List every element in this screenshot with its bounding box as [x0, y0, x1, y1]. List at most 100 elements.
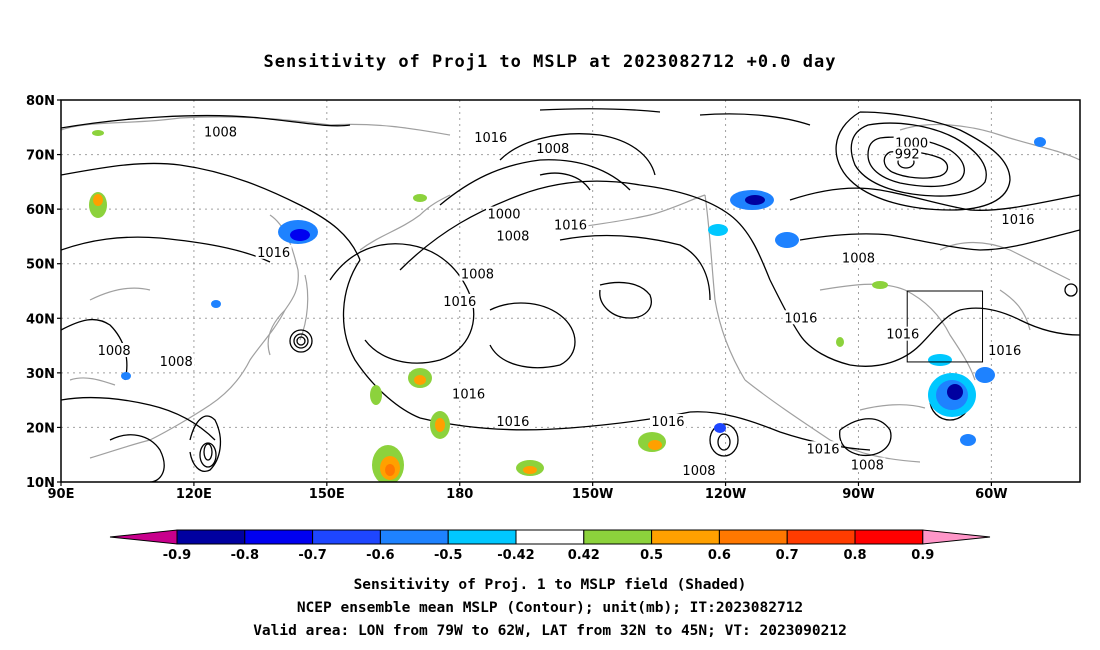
lon-tick-label: 120E [176, 487, 212, 502]
colorbar-label: 0.6 [708, 548, 731, 563]
colorbar-bin [515, 529, 585, 545]
colorbar-label: 0.42 [568, 548, 600, 563]
colorbar-bin [379, 529, 449, 545]
lon-tick-label: 60W [975, 487, 1007, 502]
contour-label: 1008 [536, 142, 569, 157]
contour-label-bg [459, 266, 496, 281]
colorbar-label: -0.42 [497, 548, 534, 563]
contour-label-bg [486, 206, 523, 221]
lat-tick-label: 80N [26, 94, 55, 109]
contour-label-bg [96, 343, 133, 358]
contour-label: 1008 [461, 268, 494, 283]
contour-label: 1016 [784, 311, 817, 326]
contour-label-bg [840, 250, 877, 265]
caption-line-2: NCEP ensemble mean MSLP (Contour); unit(… [297, 600, 803, 616]
colorbar-bin [312, 529, 381, 545]
contour-label: 1008 [160, 355, 193, 370]
colorbar-bin [244, 529, 314, 545]
contour-label: 1016 [496, 415, 529, 430]
coastlines [61, 116, 1080, 463]
contour-label-bg [884, 326, 921, 341]
colorbar-label: 0.5 [640, 548, 663, 563]
contour-label-bg [494, 413, 531, 428]
lon-tick-label: 150W [572, 487, 613, 502]
contour-label-bg [649, 413, 686, 428]
contour-label-bg [999, 212, 1036, 227]
colorbar-bin [583, 529, 653, 545]
lat-tick-label: 10N [26, 476, 55, 491]
contour-label-bg [782, 310, 819, 325]
colorbar-label: -0.8 [231, 548, 259, 563]
valid-area-box [906, 290, 984, 363]
graticule [61, 100, 1080, 482]
lon-tick-label: 90E [48, 487, 75, 502]
lon-tick-label: 180 [446, 487, 473, 502]
contour-label: 1016 [1001, 213, 1034, 228]
lat-tick-label: 40N [26, 312, 55, 327]
colorbar-bin [176, 529, 246, 545]
colorbar-label: 0.9 [911, 548, 934, 563]
lat-tick-label: 20N [26, 421, 55, 436]
contour-label: 1016 [474, 131, 507, 146]
contour-label: 1016 [554, 219, 587, 234]
colorbar-max-arrow [922, 529, 991, 545]
lon-tick-label: 90W [842, 487, 874, 502]
lon-tick-label: 120W [705, 487, 746, 502]
colorbar-label: -0.7 [298, 548, 326, 563]
contour-label: 1008 [98, 344, 131, 359]
contour-label: 1016 [443, 295, 476, 310]
lat-tick-label: 30N [26, 367, 55, 382]
lat-tick-label: 70N [26, 149, 55, 164]
map-frame [60, 99, 1081, 483]
contour-label-bg [494, 228, 531, 243]
contour-label-bg [202, 124, 239, 139]
colorbar-bin [651, 529, 720, 545]
contour-label: 1000 [487, 208, 520, 223]
colorbar: -0.9 -0.8 -0.7 -0.6 -0.5 -0.42 0.42 0.5 0.6 0.7 0.… [109, 529, 991, 563]
colorbar-label: 0.7 [776, 548, 799, 563]
map-title: Sensitivity of Proj1 to MSLP at 20230827… [264, 52, 837, 72]
lat-tick-label: 50N [26, 258, 55, 273]
contour-label-bg [552, 217, 589, 232]
colorbar-label: -0.5 [434, 548, 462, 563]
contour-label: 1016 [806, 442, 839, 457]
colorbar-bin [447, 529, 517, 545]
lon-tick-label: 150E [309, 487, 345, 502]
colorbar-min-arrow [109, 529, 178, 545]
caption-line-1: Sensitivity of Proj. 1 to MSLP field (Sh… [354, 577, 747, 593]
colorbar-label: 0.8 [843, 548, 866, 563]
colorbar-bin [786, 529, 856, 545]
contour-label: 992 [895, 148, 920, 163]
contour-label: 1016 [988, 344, 1021, 359]
colorbar-label: -0.6 [366, 548, 394, 563]
colorbar-label: -0.9 [163, 548, 191, 563]
contour-label-bg [680, 463, 717, 478]
contour-label: 1008 [204, 126, 237, 141]
contour-label: 1008 [851, 459, 884, 474]
contour-label: 1016 [651, 415, 684, 430]
contour-label-bg [158, 353, 195, 368]
contour-label-bg [893, 135, 930, 150]
sensitivity-shading [89, 130, 1046, 482]
contour-label-bg [255, 244, 292, 259]
colorbar-bin [718, 529, 788, 545]
contour-label: 1008 [842, 251, 875, 266]
colorbar-bin [854, 529, 924, 545]
contour-label: 1016 [452, 388, 485, 403]
contour-label-bg [893, 146, 922, 161]
lat-tick-label: 60N [26, 203, 55, 218]
contour-label: 1016 [886, 328, 919, 343]
contour-label-bg [441, 293, 478, 308]
contour-label-bg [534, 141, 571, 156]
contour-label-bg [805, 441, 842, 456]
caption-line-3: Valid area: LON from 79W to 62W, LAT fro… [253, 623, 847, 639]
contour-label-bg [849, 457, 886, 472]
contour-label-bg [986, 343, 1023, 358]
contour-label: 1008 [682, 464, 715, 479]
contour-label: 1016 [257, 246, 290, 261]
contour-label-bg [472, 130, 509, 145]
